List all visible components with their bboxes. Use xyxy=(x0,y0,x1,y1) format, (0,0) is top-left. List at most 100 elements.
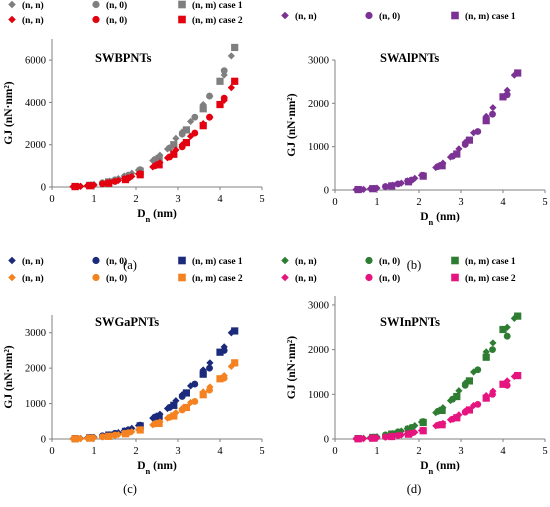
data-point xyxy=(199,105,207,113)
chart-panel-0: 0 1 2 3 4 5 0 2000 4000 6000 GJ (nN·nm²) Dn (nm) SWB… xyxy=(3,0,265,272)
legend-marker xyxy=(451,256,459,265)
legend-marker xyxy=(451,273,459,282)
data-point xyxy=(455,145,463,153)
data-point xyxy=(438,421,446,429)
data-point xyxy=(227,84,235,92)
y-tick-label: 2000 xyxy=(308,345,329,356)
data-point xyxy=(155,419,163,428)
data-point xyxy=(105,179,113,187)
data-point xyxy=(394,180,402,188)
data-point xyxy=(499,380,507,388)
legend-marker xyxy=(178,256,186,265)
legend-marker xyxy=(8,0,16,9)
legend-marker xyxy=(8,15,16,24)
x-tick-label: 5 xyxy=(542,197,547,208)
data-point xyxy=(354,435,362,443)
x-tick-label: 5 xyxy=(259,194,264,205)
series-0 xyxy=(352,71,518,194)
series-5 xyxy=(354,371,522,443)
legend-marker xyxy=(8,273,16,282)
data-point xyxy=(111,431,119,439)
data-point xyxy=(231,359,239,367)
data-point xyxy=(231,77,239,85)
data-point xyxy=(187,382,195,390)
legend-marker xyxy=(178,273,186,282)
data-point xyxy=(354,185,362,194)
y-tick-label: 0 xyxy=(324,435,329,446)
data-point xyxy=(388,182,396,190)
panel-caption: (b) xyxy=(407,258,422,272)
data-point xyxy=(419,172,427,180)
data-point xyxy=(419,418,427,427)
x-tick-label: 1 xyxy=(374,446,379,457)
x-axis-label: Dn (nm) xyxy=(420,460,460,476)
legend-label: (n, m) case 2 xyxy=(192,273,243,284)
panel-caption: (d) xyxy=(407,482,422,496)
legend-label: (n, m) case 1 xyxy=(192,0,243,11)
data-point xyxy=(489,339,497,347)
x-tick-label: 1 xyxy=(91,194,96,205)
data-point xyxy=(155,161,163,169)
legend-label: (n, 0) xyxy=(379,273,400,284)
data-point xyxy=(514,69,522,77)
data-point xyxy=(71,435,79,443)
data-point xyxy=(155,154,163,163)
chart-title: SWBPNTs xyxy=(95,51,152,65)
y-axis-label: GJ (nN·nm²) xyxy=(3,81,15,144)
data-point xyxy=(369,185,377,193)
chart-panel-3: 0 1 2 3 4 5 0 1000 2000 3000 GJ (nN·nm²) Dn (nm) SWI… xyxy=(281,256,548,496)
data-point xyxy=(474,128,482,135)
data-point xyxy=(216,348,224,356)
data-point xyxy=(489,346,496,354)
y-tick-label: 0 xyxy=(41,435,46,446)
legend-label: (n, n) xyxy=(22,256,44,267)
legend-label: (n, n) xyxy=(295,256,317,267)
data-point xyxy=(199,122,207,130)
legend-label: (n, 0) xyxy=(106,0,127,11)
data-point xyxy=(514,371,522,380)
data-point xyxy=(206,359,214,367)
series-4 xyxy=(73,374,228,443)
x-tick-label: 4 xyxy=(217,446,223,457)
legend-marker xyxy=(178,15,186,24)
legend-marker xyxy=(178,0,186,9)
x-tick-label: 3 xyxy=(458,197,463,208)
y-tick-label: 2000 xyxy=(25,140,46,151)
data-point xyxy=(182,403,190,412)
x-tick-label: 2 xyxy=(416,446,421,457)
chart-title: SWInPNTs xyxy=(380,315,440,329)
data-point xyxy=(381,183,389,190)
series-3 xyxy=(69,362,235,443)
data-point xyxy=(172,134,180,142)
y-tick-label: 1000 xyxy=(308,142,329,153)
series-1 xyxy=(356,91,511,193)
data-point xyxy=(499,325,507,334)
data-point xyxy=(482,353,490,361)
data-point xyxy=(489,390,496,398)
data-point xyxy=(220,94,228,102)
legend-marker xyxy=(451,11,459,20)
y-axis-label: GJ (nN·nm²) xyxy=(3,345,15,408)
chart-title: SWAlPNTs xyxy=(380,51,439,65)
data-point xyxy=(121,176,130,184)
data-point xyxy=(489,104,497,112)
data-point xyxy=(369,434,377,442)
x-axis-label: Dn (nm) xyxy=(420,211,460,227)
legend-marker xyxy=(281,11,289,20)
data-point xyxy=(191,398,199,405)
y-tick-label: 3000 xyxy=(308,300,329,311)
legend-marker xyxy=(92,256,100,265)
series-2 xyxy=(354,69,522,194)
data-point xyxy=(503,332,511,340)
data-point xyxy=(98,433,106,441)
x-tick-label: 0 xyxy=(332,446,337,457)
legend-label: (n, 0) xyxy=(106,273,127,284)
data-point xyxy=(111,178,119,185)
panel-caption: (c) xyxy=(123,482,137,496)
legend-marker xyxy=(92,0,100,9)
legend-label: (n, m) case 2 xyxy=(465,273,516,284)
legend-label: (n, m) case 1 xyxy=(465,256,516,267)
data-point xyxy=(220,343,228,351)
